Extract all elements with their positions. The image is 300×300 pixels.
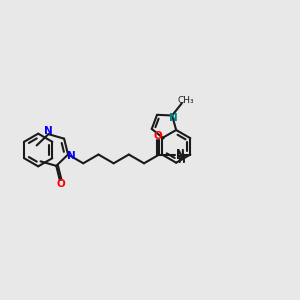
Text: N: N [176, 151, 185, 161]
Text: H: H [177, 155, 184, 164]
Text: N: N [169, 113, 178, 123]
Text: N: N [67, 151, 76, 161]
Text: N: N [44, 126, 53, 136]
Text: H: H [177, 156, 184, 165]
Text: CH₃: CH₃ [177, 96, 194, 105]
Text: O: O [153, 130, 162, 141]
Text: O: O [57, 179, 65, 189]
Text: N: N [176, 149, 185, 159]
